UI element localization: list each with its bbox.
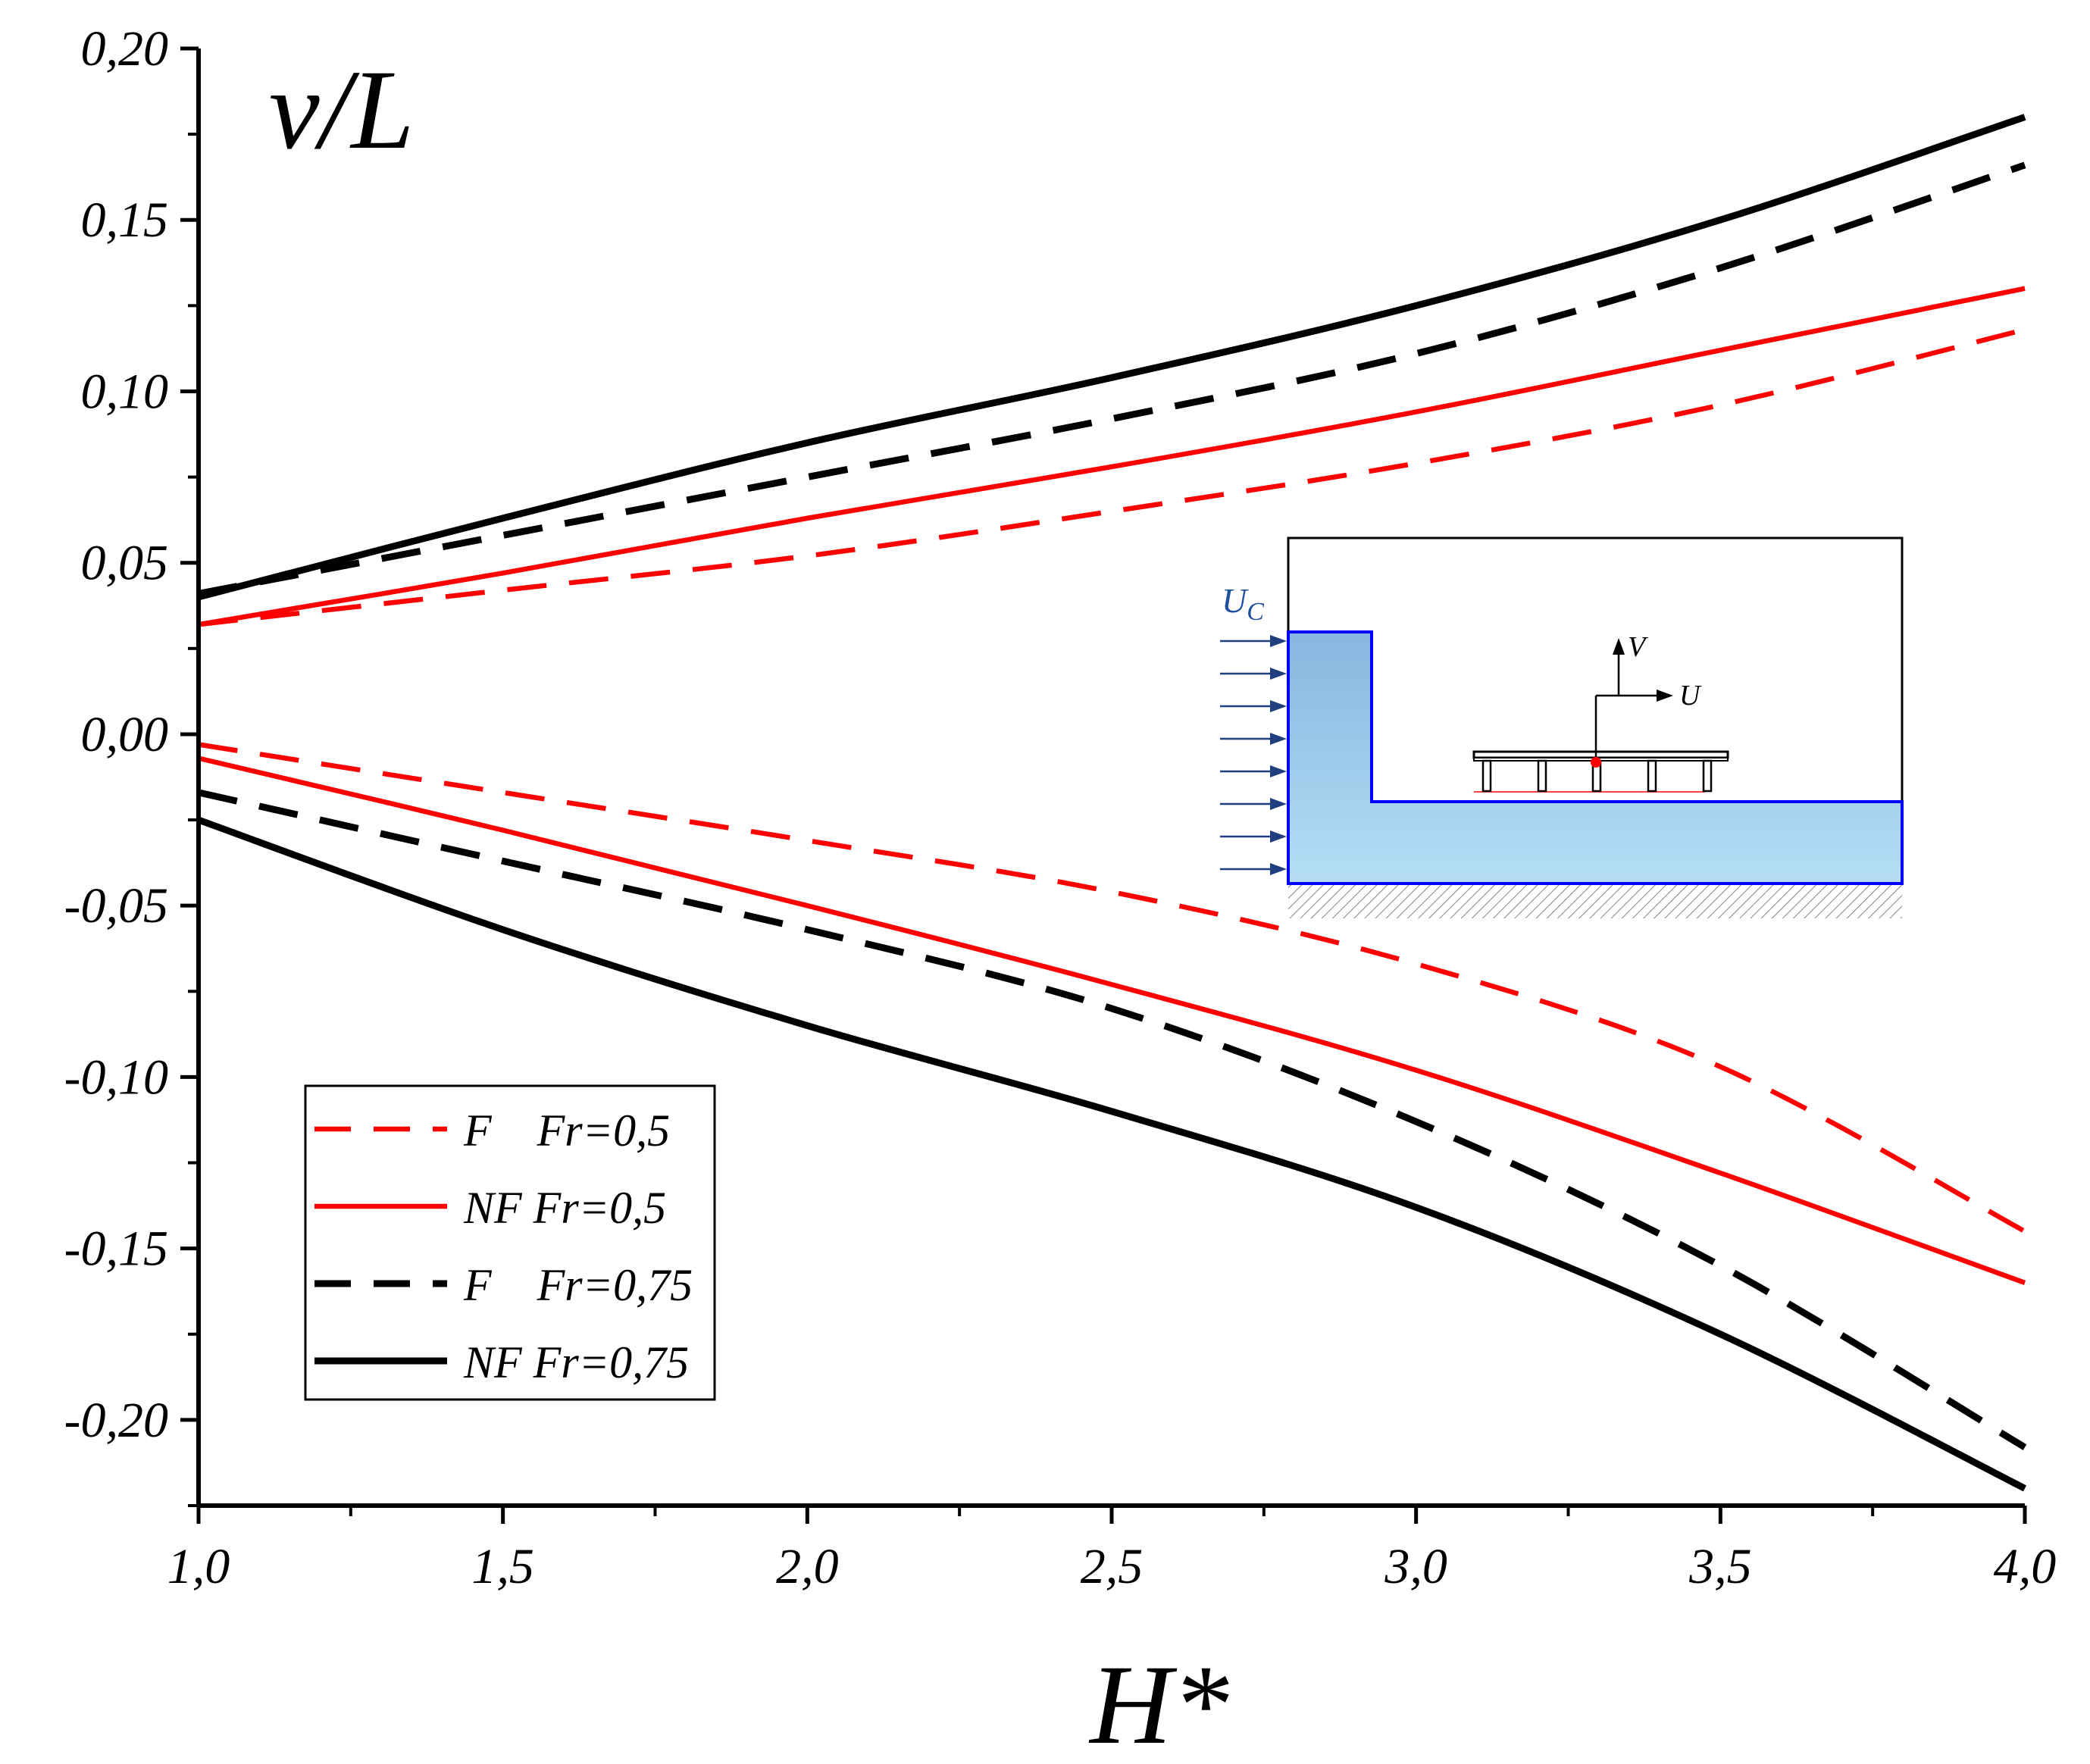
series-line-2 [198,161,2026,597]
series-line-6 [198,789,2027,1450]
y-axis-label: v/L [269,47,415,173]
ticks-layer: 0,20 0,15 0,10 0,05 0,00 -0,05 -0,10 -0,15 -0,20… [64,21,2057,1594]
y-tick-label: 0,05 [81,536,169,591]
x-tick-label: 4,0 [1994,1539,2057,1594]
legend-label: NF Fr=0,75 [463,1337,689,1387]
inset-water [1287,630,1904,885]
series-layer [197,114,2027,1492]
inset-flow-arrowhead [1270,668,1287,680]
inset-flow-arrowhead [1270,635,1287,647]
y-tick-label: 0,15 [81,192,169,248]
inset-flow-arrowhead [1270,830,1287,843]
x-tick-label: 2,0 [776,1539,839,1594]
inset-diagram: UC V U [1220,536,1904,918]
y-tick-label: 0,00 [81,707,169,762]
inset-v-arrow [1613,638,1625,655]
series-line-7 [197,816,2027,1492]
inset-flow-arrows [1220,635,1287,875]
inset-flow-arrowhead [1270,798,1287,810]
inset-flow-arrowhead [1270,733,1287,745]
inset-flow-arrowhead [1270,863,1287,875]
legend-entries: F Fr=0,5 NF Fr=0,5 F Fr=0,75 NF Fr=0,75 [314,1106,693,1387]
x-tick-label: 1,5 [471,1539,534,1594]
legend: F Fr=0,5 NF Fr=0,5 F Fr=0,75 NF Fr=0,75 [304,1084,716,1401]
inset-ground-hatch [1288,885,1902,918]
y-tick-label: 0,10 [81,364,169,419]
x-tick-label: 3,0 [1384,1539,1447,1594]
series-line-1 [198,286,2026,627]
inset-flow-label: UC [1222,581,1264,626]
x-axis-label: H* [1088,1642,1228,1764]
y-tick-label: 0,20 [81,21,169,77]
legend-label: F Fr=0,75 [463,1260,693,1310]
inset-flow-arrowhead [1270,765,1287,777]
series-line-3 [197,114,2026,601]
y-tick-label: -0,15 [64,1221,168,1277]
x-tick-label: 3,5 [1688,1539,1752,1594]
inset-v-label: V [1628,631,1648,663]
legend-label: F Fr=0,5 [463,1106,670,1156]
y-tick-label: -0,10 [64,1049,168,1105]
inset-u-label: U [1679,680,1702,712]
series-line-5 [198,755,2026,1285]
x-tick-label: 2,5 [1081,1539,1144,1594]
y-tick-label: -0,20 [64,1393,168,1448]
x-tick-label: 1,0 [167,1539,230,1594]
y-tick-label: -0,05 [64,878,168,934]
legend-label: NF Fr=0,5 [463,1183,666,1233]
inset-flow-arrowhead [1270,700,1287,712]
series-line-4 [198,742,2026,1234]
inset-marker [1591,757,1601,768]
legend-box [304,1084,716,1401]
inset-u-arrow [1657,690,1673,702]
